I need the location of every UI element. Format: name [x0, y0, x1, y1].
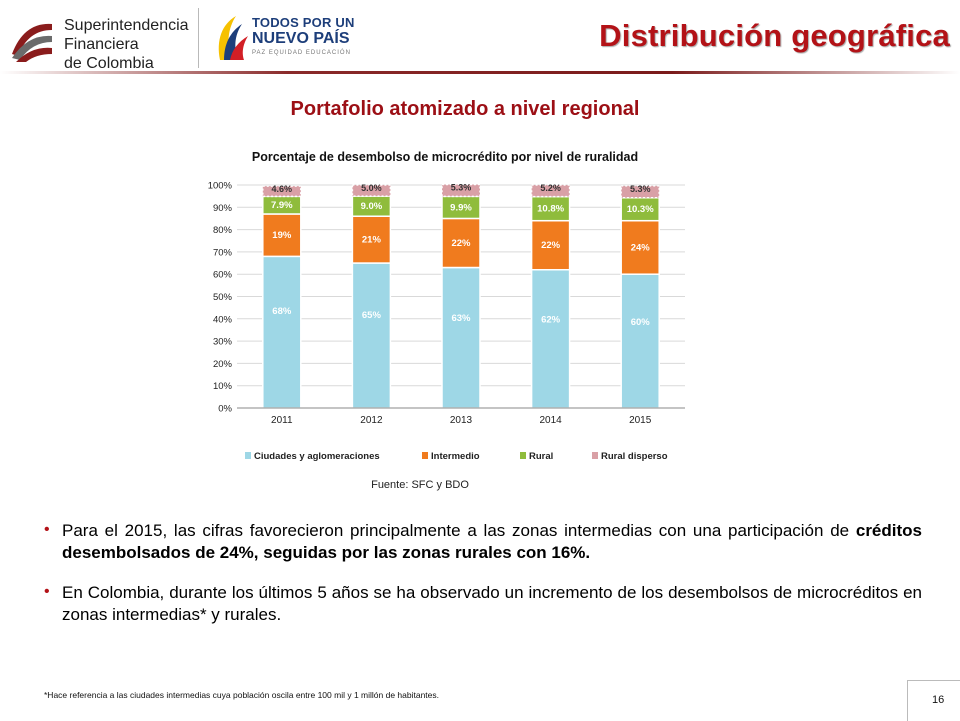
data-label: 5.3% [630, 184, 651, 194]
data-label: 60% [631, 317, 651, 328]
x-tick-label: 2013 [450, 415, 473, 426]
bar-segment [441, 183, 481, 198]
bullet-item: • En Colombia, durante los últimos 5 años… [44, 582, 922, 625]
legend-label: Rural [529, 451, 553, 462]
y-tick-label: 80% [213, 225, 233, 236]
bar-segment [351, 215, 392, 264]
data-label: 24% [631, 242, 651, 253]
bar-segment [620, 273, 660, 409]
y-tick-label: 90% [213, 203, 233, 214]
section-subtitle: Portafolio atomizado a nivel regional [290, 98, 640, 120]
sfc-name-line: Superintendencia [64, 17, 189, 34]
bar-segment [262, 255, 302, 409]
sfc-name: Superintendencia Financiera de Colombia [64, 16, 189, 73]
bullet-list: • Para el 2015, las cifras favorecieron p… [44, 520, 922, 644]
data-label: 7.9% [271, 200, 293, 211]
data-label: 5.3% [451, 183, 472, 193]
y-tick-label: 100% [208, 181, 233, 192]
legend-swatch [520, 452, 526, 459]
y-tick-label: 40% [213, 314, 233, 325]
data-label: 22% [451, 238, 471, 249]
bars-layer [262, 183, 660, 409]
y-tick-label: 30% [213, 337, 233, 348]
bar-segment [441, 266, 481, 409]
axis-layer: 0% 10% 20% 30% 40% 50% 60% 70% 80% 90% 100% 2011 201… [208, 181, 685, 426]
bar-segment [530, 268, 571, 409]
x-tick-label: 2012 [360, 415, 383, 426]
chart-title: Porcentaje de desembolso de microcrédito… [251, 150, 639, 164]
bar-segment [530, 219, 571, 271]
gov-logo-line3: PAZ EQUIDAD EDUCACIÓN [252, 50, 351, 56]
stacked-bar-chart: 68% 19% 7.9% 4.6% 65% 21% 9.0% 5.0% 63% 22% 9.9% 5.… [208, 181, 685, 462]
data-label: 62% [541, 314, 561, 325]
footnote: *Hace referencia a las ciudades intermed… [44, 690, 439, 700]
sfc-emblem-icon [8, 16, 56, 64]
y-tick-label: 10% [213, 381, 233, 392]
data-label: 19% [272, 230, 292, 241]
bar-segment [351, 262, 392, 409]
data-label: 22% [541, 240, 561, 251]
data-label: 65% [362, 310, 382, 321]
gov-logo-line2: NUEVO PAÍS [252, 30, 350, 47]
legend-swatch [245, 452, 251, 459]
x-tick-label: 2015 [629, 415, 652, 426]
bullet-dot-icon: • [44, 583, 50, 600]
data-label: 5.2% [540, 183, 561, 193]
bar-segment [620, 185, 660, 199]
bullet-dot-icon: • [44, 521, 50, 538]
data-label: 21% [362, 235, 382, 246]
x-tick-label: 2011 [271, 415, 293, 426]
bullet-item: • Para el 2015, las cifras favorecieron p… [44, 520, 922, 563]
y-tick-label: 20% [213, 359, 233, 370]
data-label: 10.8% [537, 204, 564, 215]
bullet-text: Para el 2015, las cifras favorecieron pr… [62, 521, 856, 540]
bar-segment [530, 184, 571, 198]
bar-segment [262, 213, 302, 258]
bar-segment [351, 184, 392, 197]
legend-label: Ciudades y aglomeraciones [254, 451, 380, 462]
y-tick-label: 60% [213, 270, 233, 281]
legend-swatch [592, 452, 598, 459]
bullet-text: En Colombia, durante los últimos 5 años … [62, 583, 922, 624]
legend-label: Rural disperso [601, 451, 668, 462]
chart-legend: Ciudades y aglomeraciones Intermedio Rural… [245, 451, 668, 462]
sfc-name-line: de Colombia [64, 55, 154, 72]
page-number-box [907, 680, 960, 721]
header-divider [198, 8, 199, 68]
legend-swatch [422, 452, 428, 459]
data-label: 4.6% [272, 184, 293, 194]
x-tick-label: 2014 [539, 415, 562, 426]
page-title: Distribución geográfica [599, 18, 950, 53]
data-label: 63% [451, 313, 471, 324]
y-tick-label: 0% [218, 404, 232, 415]
chart-source: Fuente: SFC y BDO [371, 479, 469, 491]
legend-label: Intermedio [431, 451, 480, 462]
sfc-name-line: Financiera [64, 36, 139, 53]
page-number: 16 [932, 694, 945, 706]
colombia-flag-icon [218, 16, 248, 60]
header-rule [0, 71, 960, 74]
bar-segment [262, 185, 302, 198]
y-tick-label: 70% [213, 247, 233, 258]
bar-segment [620, 219, 660, 275]
y-tick-label: 50% [213, 292, 233, 303]
data-label: 68% [272, 306, 292, 317]
data-label: 9.0% [361, 201, 383, 212]
data-label: 5.0% [361, 183, 382, 193]
gov-logo-line1: TODOS POR UN [252, 15, 355, 30]
data-label: 10.3% [627, 204, 654, 215]
sfc-logo: Superintendencia Financiera de Colombia [6, 10, 196, 72]
bullet-text-bold: créditos desembolsados de 24%, seguidas … [62, 521, 922, 562]
data-label: 9.9% [450, 202, 472, 213]
government-logo: TODOS POR UN NUEVO PAÍS PAZ EQUIDAD EDUC… [212, 10, 362, 70]
labels-layer: 68% 19% 7.9% 4.6% 65% 21% 9.0% 5.0% 63% 22% 9.9% 5.… [271, 183, 654, 328]
bar-segment [441, 217, 481, 269]
